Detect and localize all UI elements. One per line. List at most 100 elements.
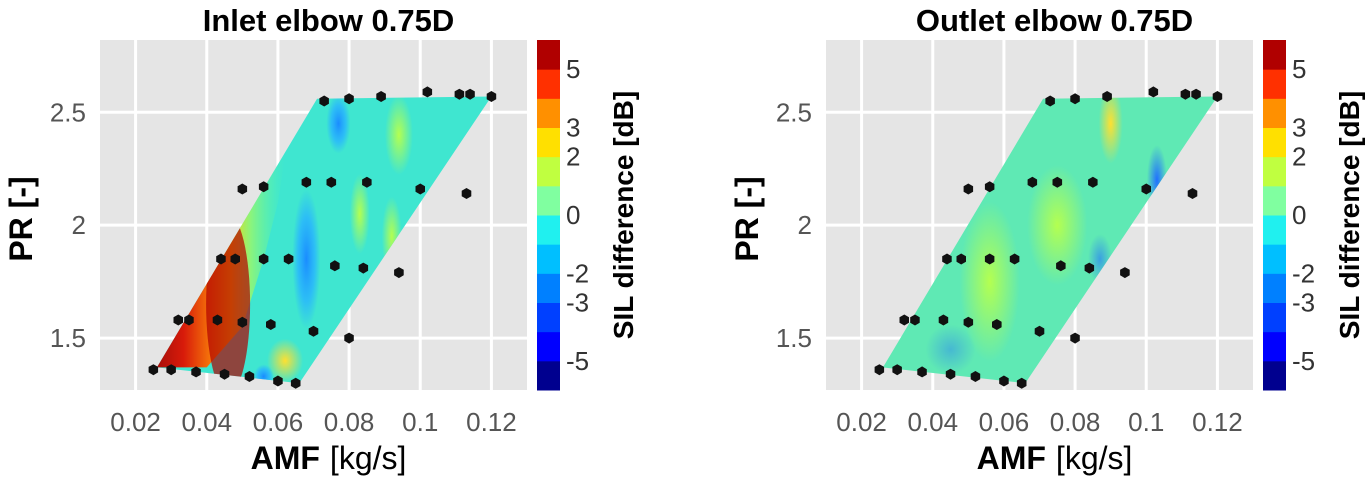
measurement-point xyxy=(1045,95,1055,107)
chart-title: Inlet elbow 0.75D xyxy=(203,3,455,38)
colorbar-segment xyxy=(537,215,560,245)
colorbar-segment xyxy=(1263,185,1286,216)
measurement-point xyxy=(258,181,269,193)
measurement-point xyxy=(244,371,255,382)
measurement-point xyxy=(344,93,354,105)
measurement-point xyxy=(910,314,920,326)
measurement-point xyxy=(283,253,294,265)
measurement-point xyxy=(216,253,226,265)
measurement-point xyxy=(212,314,223,326)
measurement-point xyxy=(173,314,183,326)
colorbar-segment xyxy=(1263,273,1286,303)
measurement-point xyxy=(984,253,995,265)
measurement-point xyxy=(992,319,1002,330)
colorbar-segment xyxy=(537,69,560,99)
measurement-point xyxy=(258,253,269,265)
colorbar-segment xyxy=(537,360,560,391)
measurement-point xyxy=(899,314,909,326)
colorbar-segment xyxy=(1263,40,1286,70)
colorbar-segment xyxy=(537,40,560,70)
measurement-point xyxy=(1187,188,1198,199)
measurement-point xyxy=(486,91,497,102)
x-tick-label: 0.06 xyxy=(979,407,1030,437)
colorbar-tick-label: -2 xyxy=(1292,258,1315,288)
y-tick-label: 2 xyxy=(72,210,86,240)
measurement-point xyxy=(938,314,949,326)
measurement-point xyxy=(415,183,425,195)
measurement-point xyxy=(344,332,354,344)
colorbar-tick-label: -5 xyxy=(1292,346,1315,376)
measurement-point xyxy=(266,319,276,330)
colorbar-segment xyxy=(537,185,560,216)
measurement-point xyxy=(166,364,176,376)
measurement-point xyxy=(319,95,329,107)
colorbar-segment xyxy=(537,98,560,128)
measurement-point xyxy=(945,368,956,380)
measurement-point xyxy=(963,183,974,195)
measurement-point xyxy=(184,314,194,326)
y-tick-label: 1.5 xyxy=(50,323,86,353)
x-tick-label: 0.1 xyxy=(1128,407,1164,437)
x-tick-label: 0.06 xyxy=(253,407,304,437)
measurement-point xyxy=(1141,183,1151,195)
measurement-point xyxy=(237,183,248,195)
measurement-point xyxy=(942,253,952,265)
measurement-point xyxy=(1056,260,1066,272)
y-axis-label: PR [-] xyxy=(3,176,39,261)
colorbar-tick-label: 3 xyxy=(566,113,580,143)
colorbar-segment xyxy=(537,244,560,274)
colorbar-segment xyxy=(1263,360,1286,391)
measurement-point xyxy=(148,364,159,376)
measurement-point xyxy=(273,375,283,387)
colorbar-tick-label: 3 xyxy=(1292,113,1306,143)
measurement-point xyxy=(1180,88,1191,100)
x-tick-label: 0.04 xyxy=(181,407,232,437)
measurement-point xyxy=(1070,93,1080,105)
chart-panel-2: 0.02 0.04 0.06 0.08 0.1 0.12 1.5 2 2.5 Outlet elb… xyxy=(729,3,1365,476)
measurement-point xyxy=(984,181,995,193)
measurement-point xyxy=(1084,262,1095,274)
measurement-point xyxy=(237,316,248,328)
colorbar-segment xyxy=(1263,302,1286,333)
y-tick-label: 2.5 xyxy=(50,97,86,127)
measurement-point xyxy=(1212,91,1223,102)
measurement-point xyxy=(394,267,404,279)
measurement-point xyxy=(1102,91,1112,102)
colorbar-segment xyxy=(537,156,560,187)
y-axis-label: PR [-] xyxy=(729,176,765,261)
measurement-point xyxy=(461,188,472,199)
x-tick-label: 0.1 xyxy=(402,407,438,437)
y-tick-label: 1.5 xyxy=(776,323,812,353)
colorbar-segment xyxy=(1263,244,1286,274)
colorbar-tick-label: -5 xyxy=(566,346,589,376)
colorbar-tick-label: -2 xyxy=(566,258,589,288)
colorbar-tick-label: -3 xyxy=(1292,288,1315,318)
measurement-point xyxy=(1009,253,1020,265)
measurement-point xyxy=(465,88,475,100)
colorbar-segment xyxy=(537,302,560,333)
colorbar-label: SIL difference [dB] xyxy=(608,91,639,339)
measurement-point xyxy=(1120,267,1130,279)
colorbar: 5 32 0 -2-3 -5 SIL difference [dB] xyxy=(1263,40,1365,391)
measurement-point xyxy=(191,366,201,378)
measurement-point xyxy=(376,91,386,102)
measurement-point xyxy=(1034,325,1045,337)
measurement-point xyxy=(301,176,312,188)
measurement-point xyxy=(917,366,927,378)
chart-title: Outlet elbow 0.75D xyxy=(916,3,1193,38)
measurement-point xyxy=(362,176,372,188)
x-axis-label: AMF [kg/s] xyxy=(251,440,407,476)
measurement-point xyxy=(422,86,433,98)
measurement-points xyxy=(148,86,497,389)
measurement-point xyxy=(1027,176,1038,188)
x-tick-label: 0.02 xyxy=(110,407,161,437)
colorbar-segment xyxy=(1263,98,1286,128)
colorbar: 5 32 0 -2-3 -5 SIL difference [dB] xyxy=(537,40,639,391)
measurement-point xyxy=(892,364,902,376)
colorbar-segment xyxy=(1263,156,1286,187)
chart-panel-1: 0.02 0.04 0.06 0.08 0.1 0.12 1.5 2 2.5 Inlet elbo… xyxy=(3,3,639,476)
colorbar-segment xyxy=(537,331,560,362)
colorbar-segment xyxy=(1263,69,1286,99)
